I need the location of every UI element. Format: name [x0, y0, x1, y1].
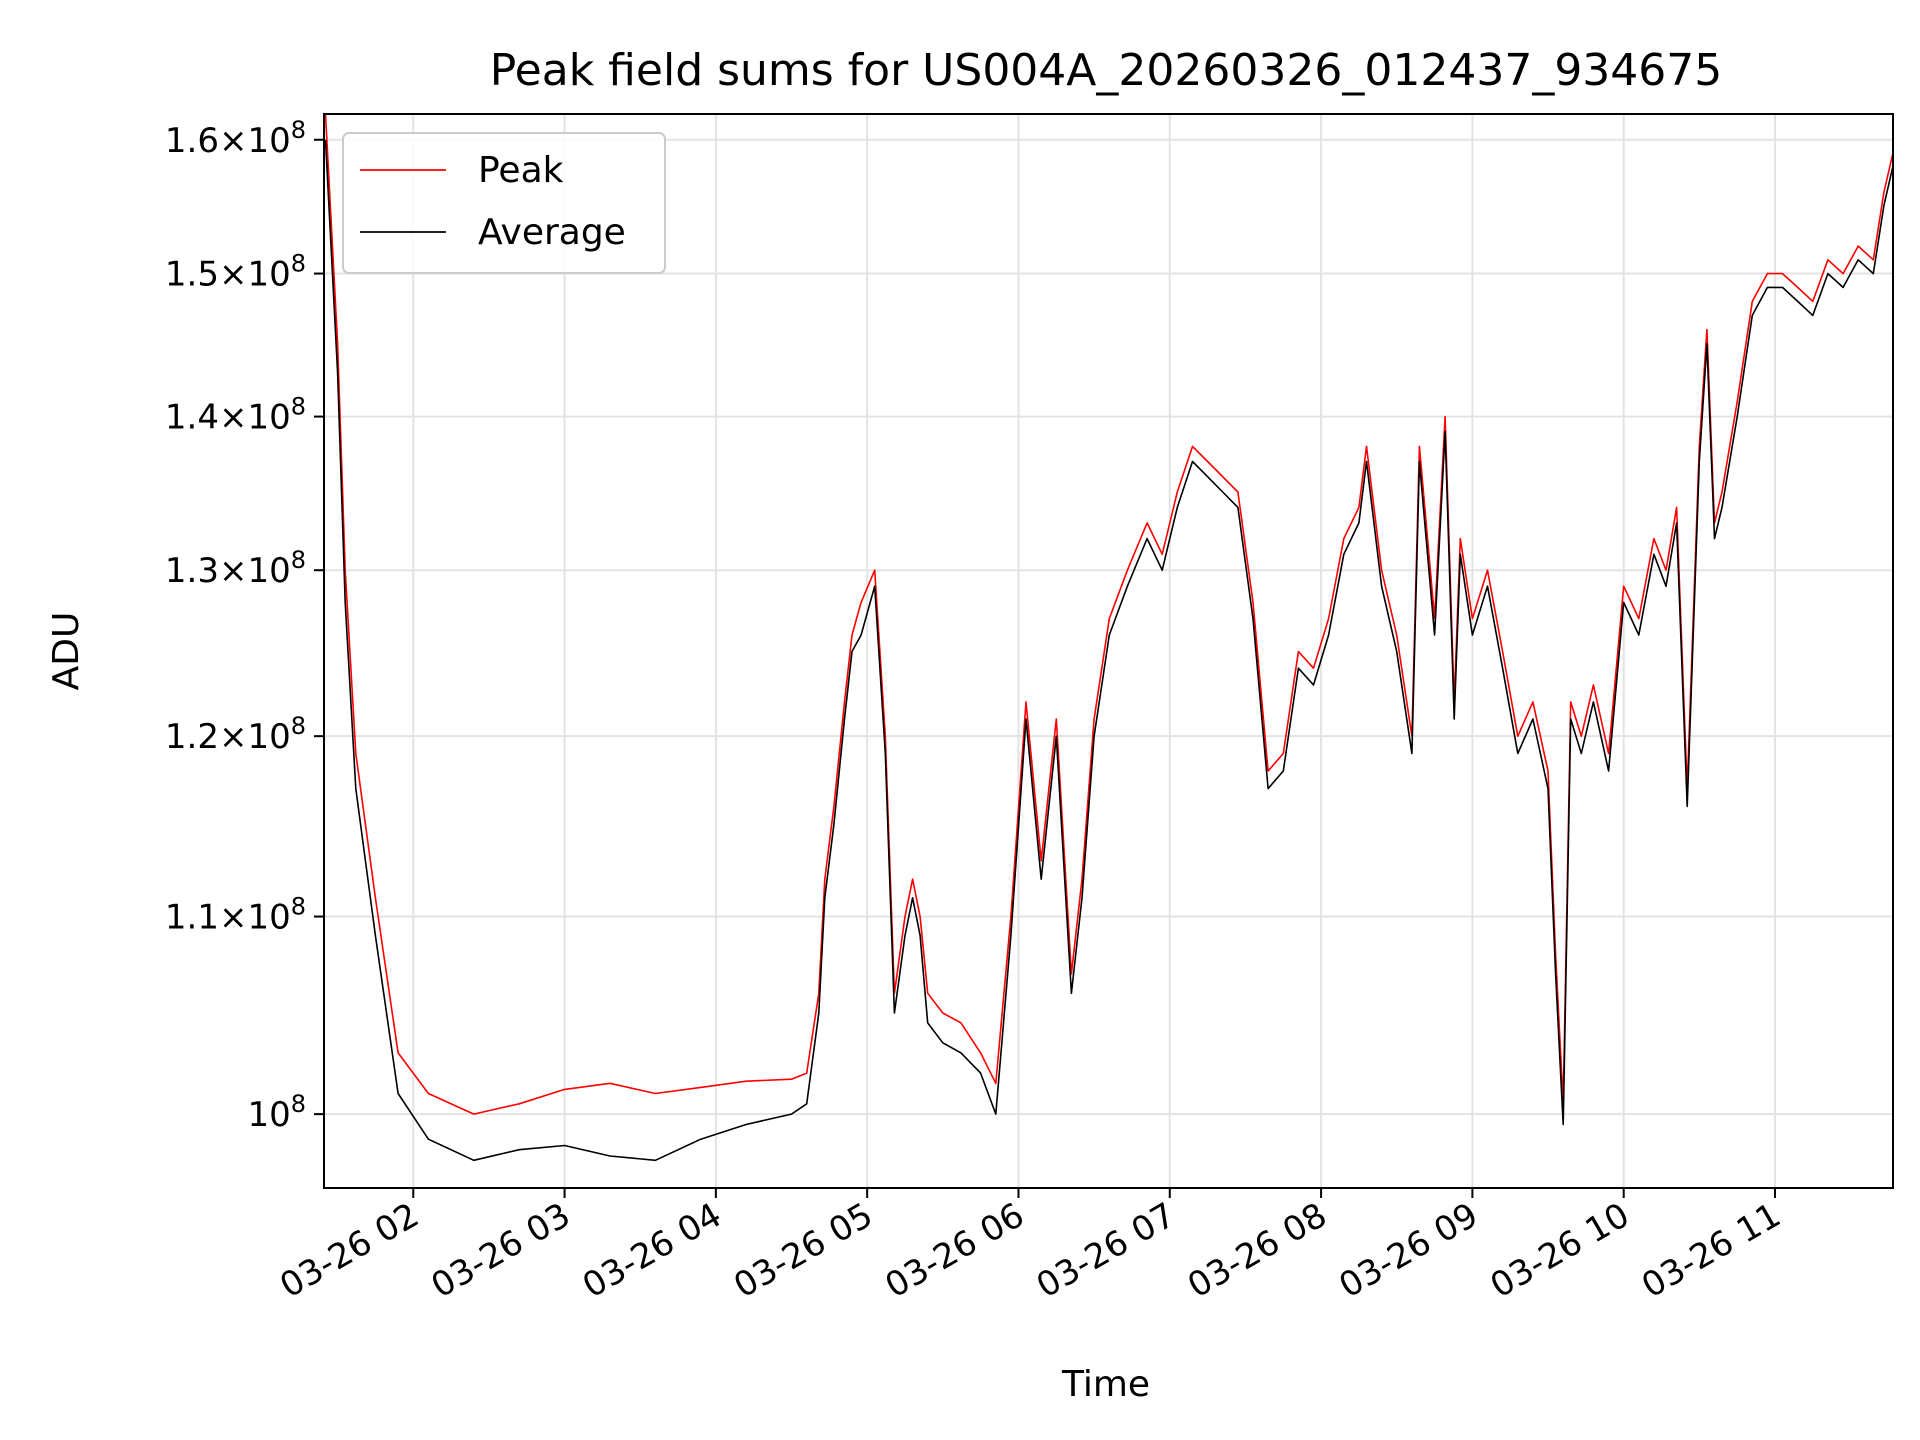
y-tick-label: 1.6×108 — [165, 116, 306, 161]
series-layer — [324, 113, 1894, 1162]
y-tick-label: 1.1×108 — [165, 893, 306, 938]
y-tick-label: 108 — [247, 1090, 306, 1135]
legend: Peak Average — [342, 132, 666, 274]
y-tick-label: 1.5×108 — [165, 250, 306, 295]
plot-area-frame — [323, 113, 1894, 1189]
y-axis: 108 1.1×108 1.2×108 1.3×108 1.4×108 1.5×108 1.… — [165, 116, 324, 1135]
legend-label-average: Average — [478, 212, 626, 253]
y-axis-label: ADU — [46, 612, 87, 691]
chart-title: Peak field sums for US004A_20260326_0124… — [490, 45, 1723, 96]
y-tick-label: 1.2×108 — [165, 712, 306, 757]
x-axis-label: Time — [1061, 1364, 1150, 1405]
legend-box — [342, 132, 666, 274]
series-line-average — [324, 139, 1894, 1162]
y-tick-label: 1.4×108 — [165, 393, 306, 438]
y-tick-label: 1.3×108 — [165, 546, 306, 591]
legend-label-peak: Peak — [478, 150, 564, 191]
